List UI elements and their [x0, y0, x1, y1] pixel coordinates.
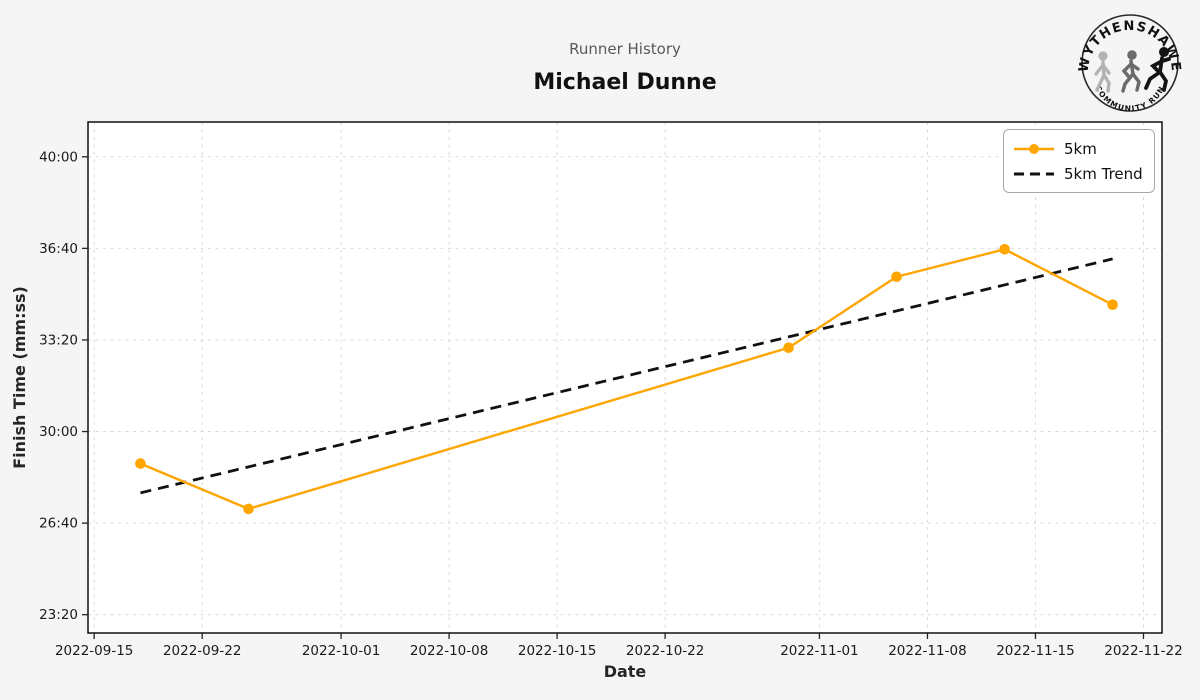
x-tick-label: 2022-09-22	[163, 643, 241, 659]
runner-jogger-icon	[1121, 50, 1141, 93]
legend-trend-label: 5km Trend	[1064, 164, 1143, 183]
data-point	[243, 503, 254, 515]
trend-line	[140, 257, 1113, 495]
x-tick-label: 2022-10-08	[410, 643, 488, 659]
x-tick-label: 2022-11-15	[996, 643, 1074, 659]
y-tick-label: 33:20	[39, 332, 78, 348]
runner-sprinter-icon	[1144, 47, 1171, 92]
club-logo: WYTHENSHAWE COMMUNITY RUN	[1076, 14, 1182, 113]
logo-bottom-text: COMMUNITY RUN	[1094, 84, 1167, 113]
page-title: Michael Dunne	[533, 70, 717, 95]
legend-5km-label: 5km	[1064, 139, 1097, 158]
y-tick-label: 26:40	[39, 516, 78, 532]
x-tick-label: 2022-11-01	[780, 643, 858, 659]
x-axis-title: Date	[604, 662, 647, 681]
data-point	[1107, 299, 1118, 310]
runner-walker-icon	[1094, 51, 1111, 93]
x-tick-label: 2022-10-22	[626, 643, 704, 659]
plot-border	[87, 121, 1163, 634]
chart-subtitle: Runner History	[569, 40, 681, 58]
logo-ring	[1081, 14, 1179, 112]
data-point	[999, 243, 1010, 255]
y-tick-label: 30:00	[39, 424, 78, 440]
plot-area	[88, 122, 1162, 633]
x-tick-label: 2022-09-15	[55, 643, 133, 659]
x-tick-label: 2022-10-15	[518, 643, 596, 659]
series-5km-line	[140, 248, 1114, 511]
x-tick-label: 2022-11-22	[1104, 643, 1182, 659]
data-point	[783, 342, 794, 354]
data-point	[135, 458, 146, 469]
x-tick-label: 2022-11-08	[888, 643, 966, 659]
legend-trend-line-icon	[1014, 172, 1054, 175]
y-axis-title: Finish Time (mm:ss)	[10, 286, 29, 469]
legend-5km-line-icon	[1014, 143, 1054, 154]
legend-item-5km: 5km	[1012, 136, 1144, 161]
data-point	[891, 271, 902, 283]
y-tick-label: 40:00	[39, 149, 78, 165]
y-tick-label: 23:20	[39, 607, 78, 623]
x-tick-label: 2022-10-01	[302, 643, 380, 659]
chart-legend: 5km 5km Trend	[1003, 129, 1155, 193]
y-tick-label: 36:40	[39, 241, 78, 257]
legend-item-5km-trend: 5km Trend	[1012, 161, 1144, 186]
